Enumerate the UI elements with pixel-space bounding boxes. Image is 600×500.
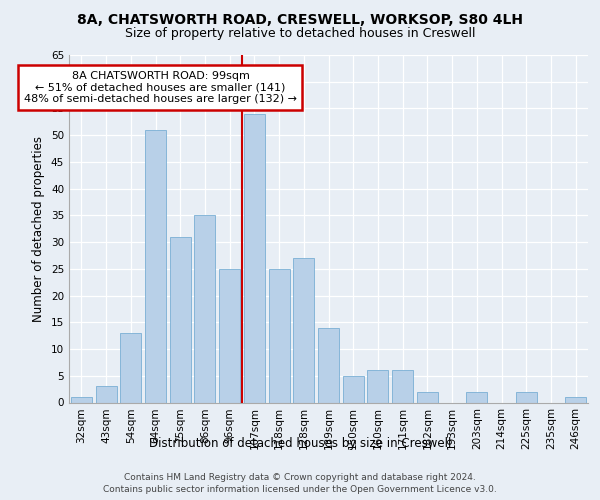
Bar: [392, 370, 413, 402]
Bar: [293, 258, 314, 402]
Bar: [516, 392, 537, 402]
Text: Size of property relative to detached houses in Creswell: Size of property relative to detached ho…: [125, 28, 475, 40]
Bar: [145, 130, 166, 402]
Text: Distribution of detached houses by size in Creswell: Distribution of detached houses by size …: [149, 438, 451, 450]
Bar: [95, 386, 116, 402]
Bar: [219, 269, 240, 402]
Text: 8A CHATSWORTH ROAD: 99sqm
← 51% of detached houses are smaller (141)
48% of semi: 8A CHATSWORTH ROAD: 99sqm ← 51% of detac…: [24, 71, 297, 104]
Bar: [565, 397, 586, 402]
Bar: [417, 392, 438, 402]
Bar: [194, 216, 215, 402]
Text: 8A, CHATSWORTH ROAD, CRESWELL, WORKSOP, S80 4LH: 8A, CHATSWORTH ROAD, CRESWELL, WORKSOP, …: [77, 12, 523, 26]
Bar: [367, 370, 388, 402]
Text: Contains public sector information licensed under the Open Government Licence v3: Contains public sector information licen…: [103, 485, 497, 494]
Bar: [170, 237, 191, 402]
Y-axis label: Number of detached properties: Number of detached properties: [32, 136, 46, 322]
Bar: [120, 333, 141, 402]
Bar: [244, 114, 265, 403]
Bar: [466, 392, 487, 402]
Bar: [71, 397, 92, 402]
Text: Contains HM Land Registry data © Crown copyright and database right 2024.: Contains HM Land Registry data © Crown c…: [124, 472, 476, 482]
Bar: [269, 269, 290, 402]
Bar: [343, 376, 364, 402]
Bar: [318, 328, 339, 402]
